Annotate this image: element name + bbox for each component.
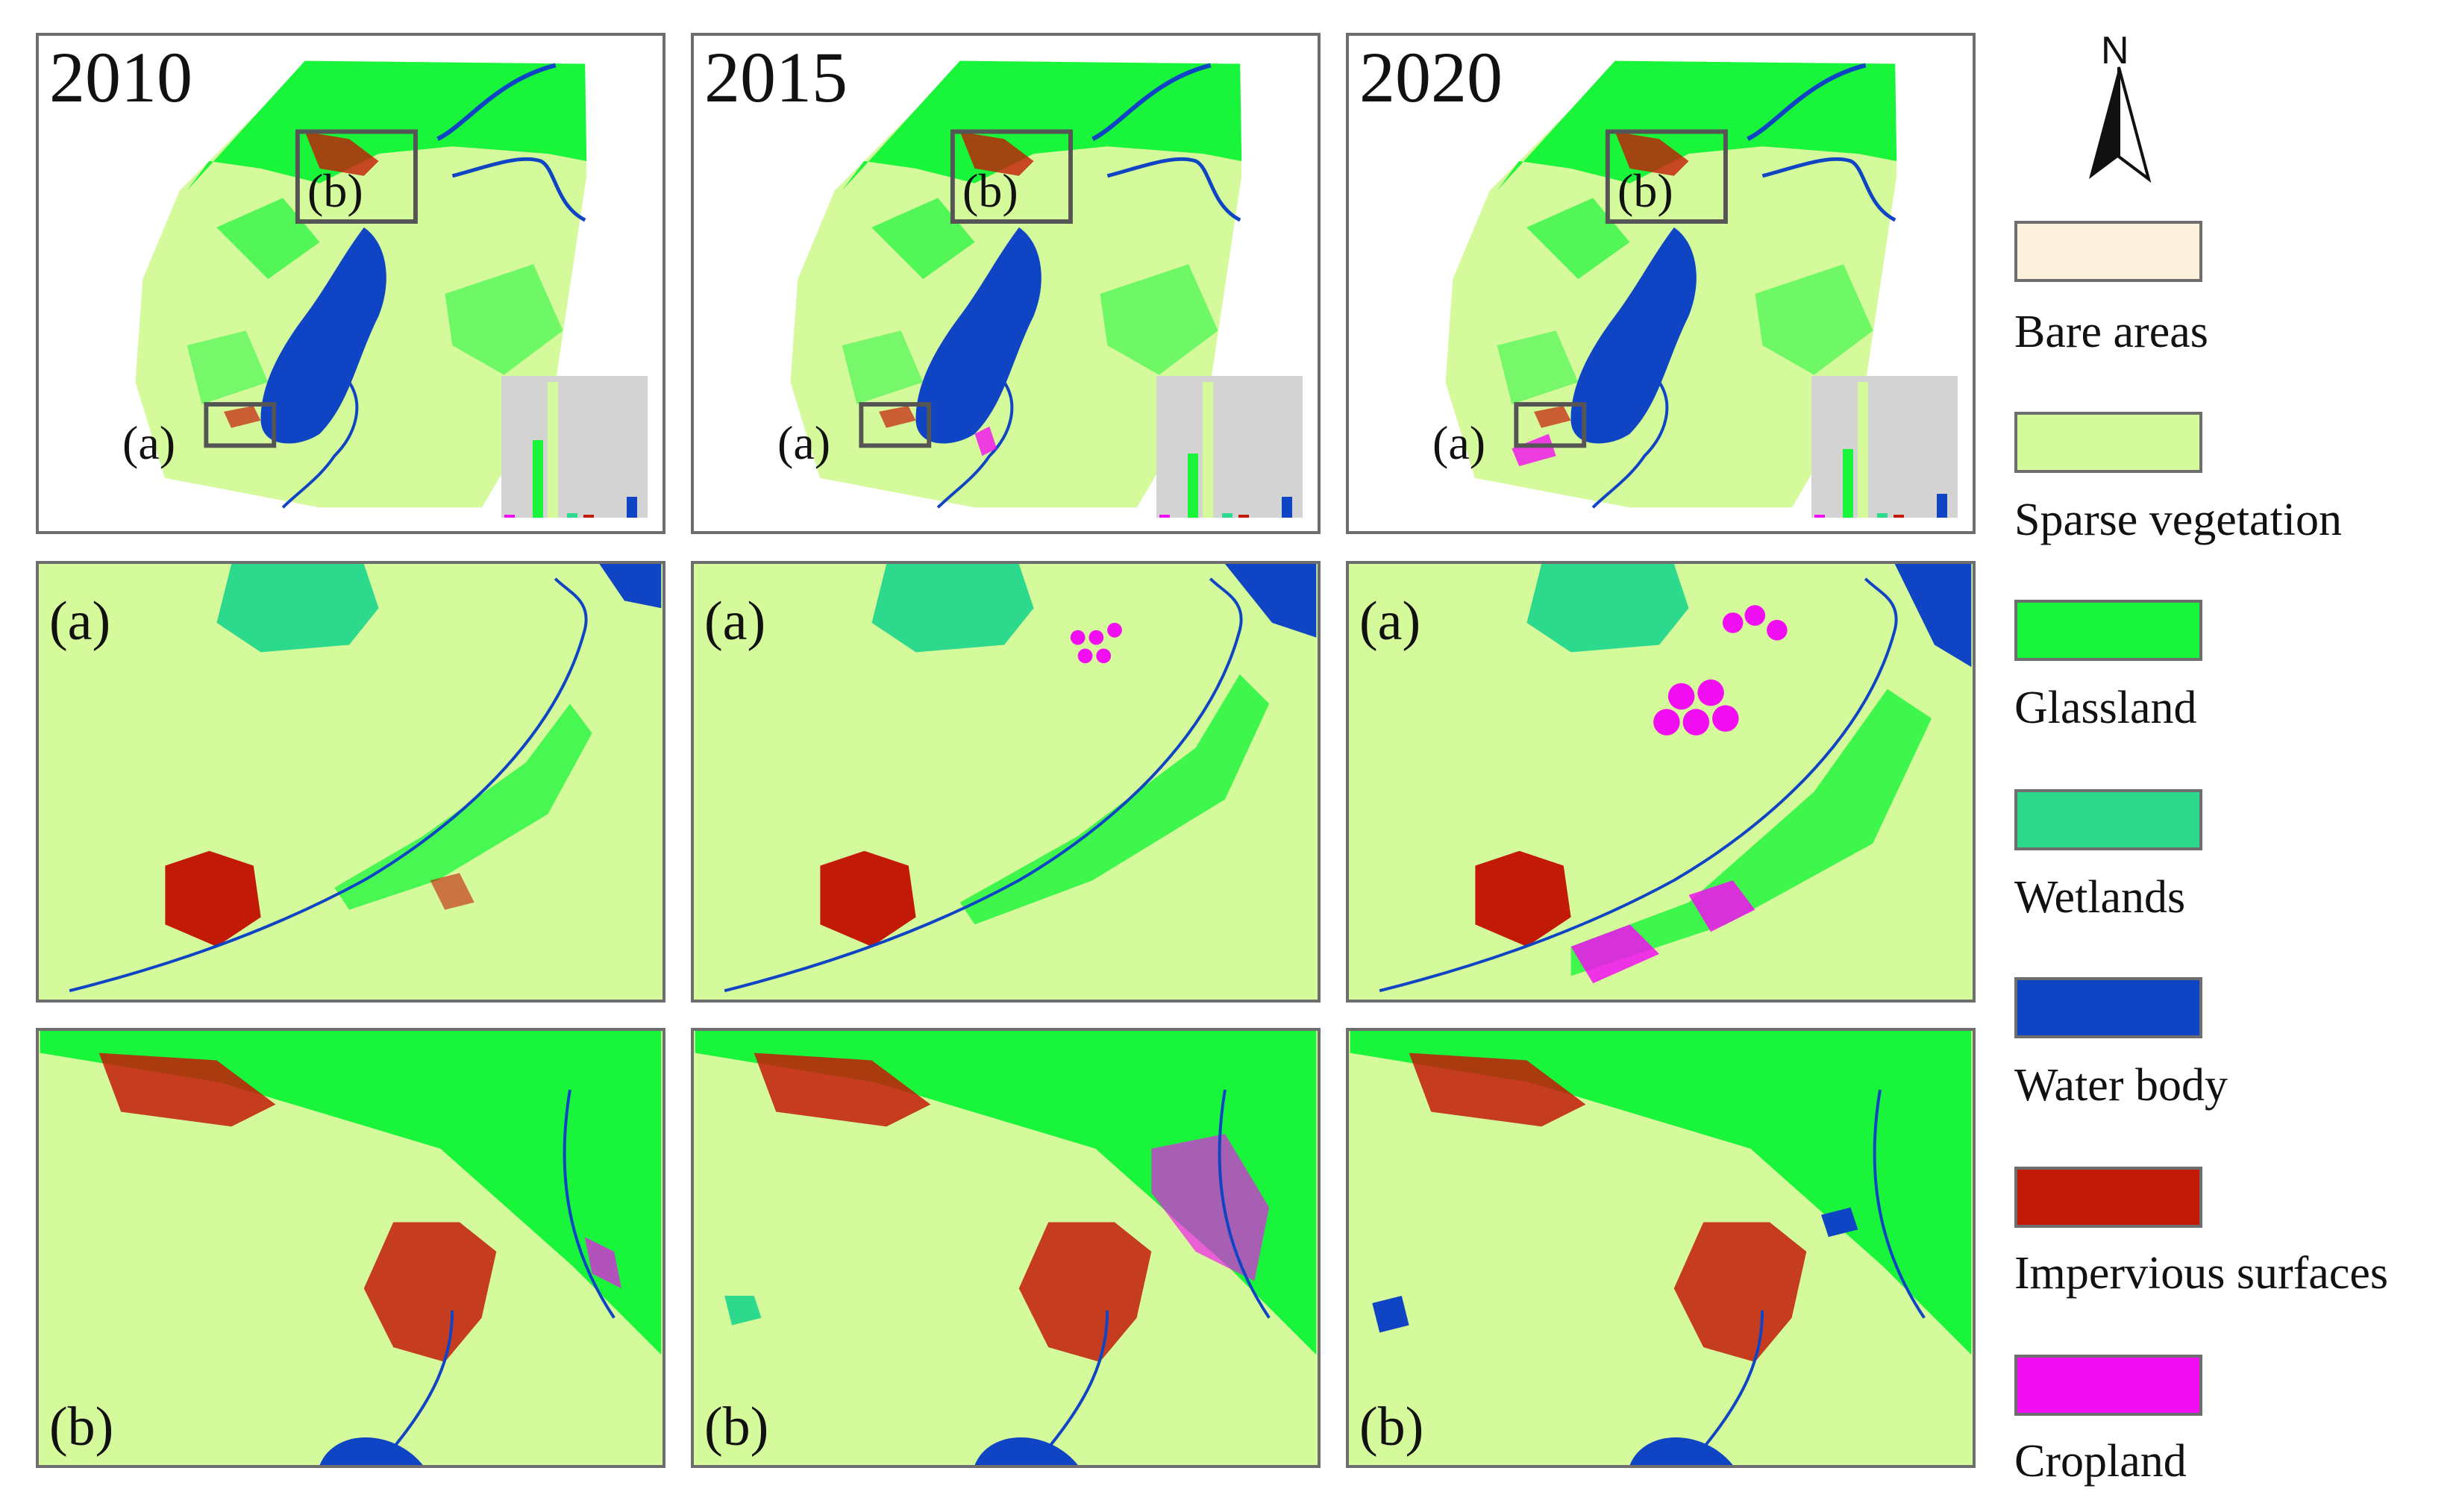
- inset-bar-sparse: [548, 382, 558, 518]
- inset-bar-water: [627, 497, 637, 518]
- inset-bar-water: [1282, 497, 1292, 518]
- zoom-label-a: (a): [49, 591, 111, 652]
- north-label: N: [2101, 29, 2129, 72]
- class-area-inset-2015: [1156, 376, 1303, 518]
- inset-bar-water: [1937, 494, 1947, 518]
- legend-swatch-wetland: [2014, 789, 2202, 850]
- legend-swatch-urban: [2014, 1167, 2202, 1228]
- legend-label-sparse: Sparse vegetation: [2014, 495, 2343, 545]
- inset-bar-sparse: [1203, 382, 1213, 518]
- legend-label-water: Water body: [2014, 1060, 2228, 1111]
- zoom-b-2010-graphic: [40, 1031, 662, 1465]
- overview-label-b: (b): [307, 164, 363, 217]
- legend-swatch-bare: [2014, 221, 2202, 282]
- overview-map-2010-graphic: [135, 60, 587, 509]
- class-area-inset-2020: [1811, 376, 1958, 518]
- zoom-label-b: (b): [1359, 1396, 1424, 1458]
- zoom-label-a: (a): [704, 591, 766, 652]
- inset-bar-grass: [533, 440, 543, 518]
- legend-label-wetland: Wetlands: [2014, 872, 2186, 923]
- inset-bar-sparse: [1858, 382, 1868, 518]
- legend-label-crop: Cropland: [2014, 1436, 2187, 1487]
- year-label-2020: 2020: [1359, 37, 1503, 117]
- zoom-label-b: (b): [49, 1396, 114, 1458]
- inset-bar-urban: [1238, 515, 1249, 518]
- inset-bar-wetland: [567, 513, 577, 518]
- legend-label-grass: Glassland: [2014, 683, 2197, 733]
- overview-label-b: (b): [962, 164, 1018, 217]
- zoom-b-2020: (b): [1346, 1028, 1976, 1468]
- inset-bar-crop: [1814, 515, 1825, 518]
- year-label-2015: 2015: [704, 37, 848, 117]
- zoom-a-2015: (a): [691, 561, 1321, 1003]
- zoom-a-2020-graphic: [1379, 564, 1972, 993]
- overview-map-2010: 2010 (b) (a): [36, 33, 665, 534]
- zoom-b-2015-graphic: [695, 1031, 1317, 1465]
- inset-bar-crop: [504, 515, 515, 518]
- zoom-a-2010-graphic: [69, 564, 662, 993]
- legend-swatch-crop: [2014, 1355, 2202, 1416]
- overview-map-2020-graphic: [1445, 60, 1897, 509]
- legend-label-bare: Bare areas: [2014, 307, 2208, 357]
- overview-label-a: (a): [1432, 416, 1486, 469]
- overview-label-a: (a): [777, 416, 831, 469]
- zoom-label-a: (a): [1359, 591, 1421, 652]
- overview-label-a: (a): [122, 416, 176, 469]
- zoom-label-b: (b): [704, 1396, 769, 1458]
- inset-bar-urban: [583, 515, 594, 518]
- legend-label-urban: Impervious surfaces: [2014, 1248, 2388, 1299]
- inset-bar-wetland: [1877, 513, 1888, 518]
- year-label-2010: 2010: [49, 37, 192, 117]
- zoom-b-2020-graphic: [1350, 1031, 1972, 1465]
- legend-swatch-grass: [2014, 600, 2202, 661]
- zoom-a-2020: (a): [1346, 561, 1976, 1003]
- overview-map-2015: 2015 (b) (a): [691, 33, 1321, 534]
- north-arrow-icon: [2089, 66, 2152, 183]
- overview-label-b: (b): [1617, 164, 1673, 217]
- zoom-b-2010: (b): [36, 1028, 665, 1468]
- inset-bar-wetland: [1222, 513, 1232, 518]
- zoom-a-2015-graphic: [724, 564, 1317, 993]
- inset-bar-grass: [1188, 454, 1198, 518]
- inset-bar-crop: [1159, 515, 1170, 518]
- legend-swatch-water: [2014, 977, 2202, 1038]
- zoom-b-2015: (b): [691, 1028, 1321, 1468]
- zoom-a-2010: (a): [36, 561, 665, 1003]
- legend-swatch-sparse: [2014, 412, 2202, 473]
- overview-map-2020: 2020 (b) (a): [1346, 33, 1976, 534]
- inset-bar-urban: [1894, 515, 1904, 518]
- inset-bar-grass: [1843, 449, 1853, 518]
- overview-map-2015-graphic: [790, 60, 1242, 509]
- class-area-inset-2010: [501, 376, 648, 518]
